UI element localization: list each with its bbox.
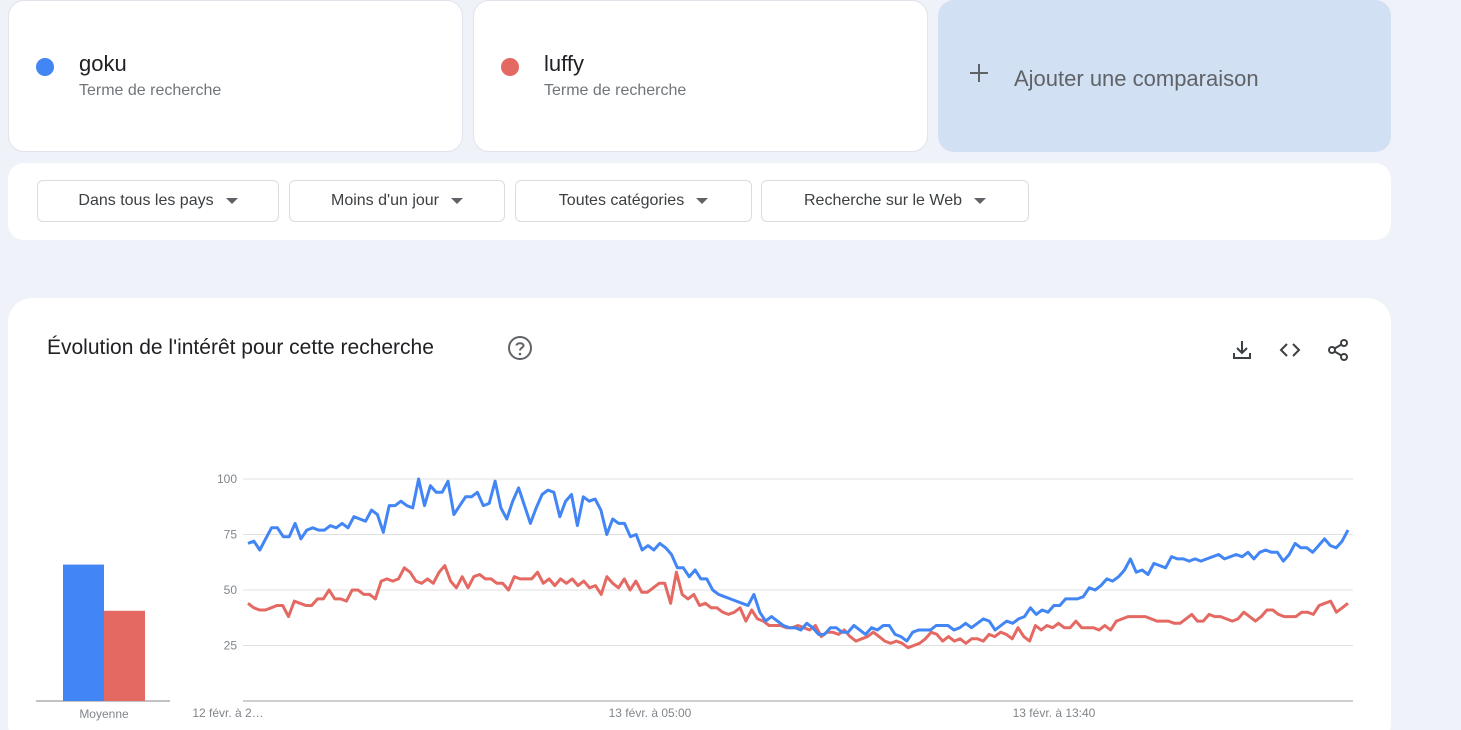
series-line-goku[interactable] [247,477,1350,643]
series-color-dot [36,58,54,76]
caret-down-icon [696,198,709,204]
caret-down-icon [451,198,463,204]
add-comparison-button[interactable]: Ajouter une comparaison [938,0,1391,152]
filter-category-dropdown[interactable]: Toutes catégories [515,180,752,222]
download-icon[interactable] [1230,338,1254,362]
add-comparison-label: Ajouter une comparaison [1014,66,1259,91]
filter-label: Toutes catégories [558,192,685,209]
average-bar-luffy [104,610,145,701]
help-icon[interactable] [507,335,533,361]
caret-down-icon [225,198,238,204]
term-card-goku[interactable]: goku Terme de recherche [8,0,463,152]
filter-time-dropdown[interactable]: Moins d'un jour [289,180,505,222]
interest-over-time-card: Évolution de l'intérêt pour cette recher… [8,298,1391,730]
average-bar-goku [63,564,104,701]
chart-title: Évolution de l'intérêt pour cette recher… [47,336,434,359]
term-name: luffy [544,51,584,76]
embed-code-icon[interactable] [1278,338,1302,362]
term-subtitle: Terme de recherche [544,82,687,99]
caret-down-icon [974,198,986,204]
series-line-luffy[interactable] [247,564,1349,650]
term-name: goku [79,51,127,76]
x-tick-label: 13 févr. à 13:40 [1013,706,1096,720]
filter-search-type-dropdown[interactable]: Recherche sur le Web [761,180,1029,222]
interest-line-chart: 25 50 75 100 12 févr. à 2… 13 févr. à 05:00 1… [192,472,1353,720]
x-tick-label: 13 févr. à 05:00 [609,706,692,720]
filter-label: Recherche sur le Web [804,192,962,209]
term-subtitle: Terme de recherche [79,82,222,99]
filter-bar: Dans tous les pays Moins d'un jour Toute… [8,163,1391,240]
filter-label: Dans tous les pays [78,192,214,209]
filter-label: Moins d'un jour [331,192,439,209]
term-card-luffy[interactable]: luffy Terme de recherche [473,0,928,152]
average-label: Moyenne [79,707,129,721]
average-bar-chart: Moyenne [36,564,170,721]
x-tick-label: 12 févr. à 2… [192,706,263,720]
y-tick-label: 100 [217,472,237,486]
y-tick-label: 50 [224,583,238,597]
filter-region-dropdown[interactable]: Dans tous les pays [37,180,279,222]
share-icon[interactable] [1326,338,1350,362]
y-tick-label: 25 [224,639,238,653]
plus-icon [970,64,988,82]
y-tick-label: 75 [224,528,238,542]
series-color-dot [501,58,519,76]
